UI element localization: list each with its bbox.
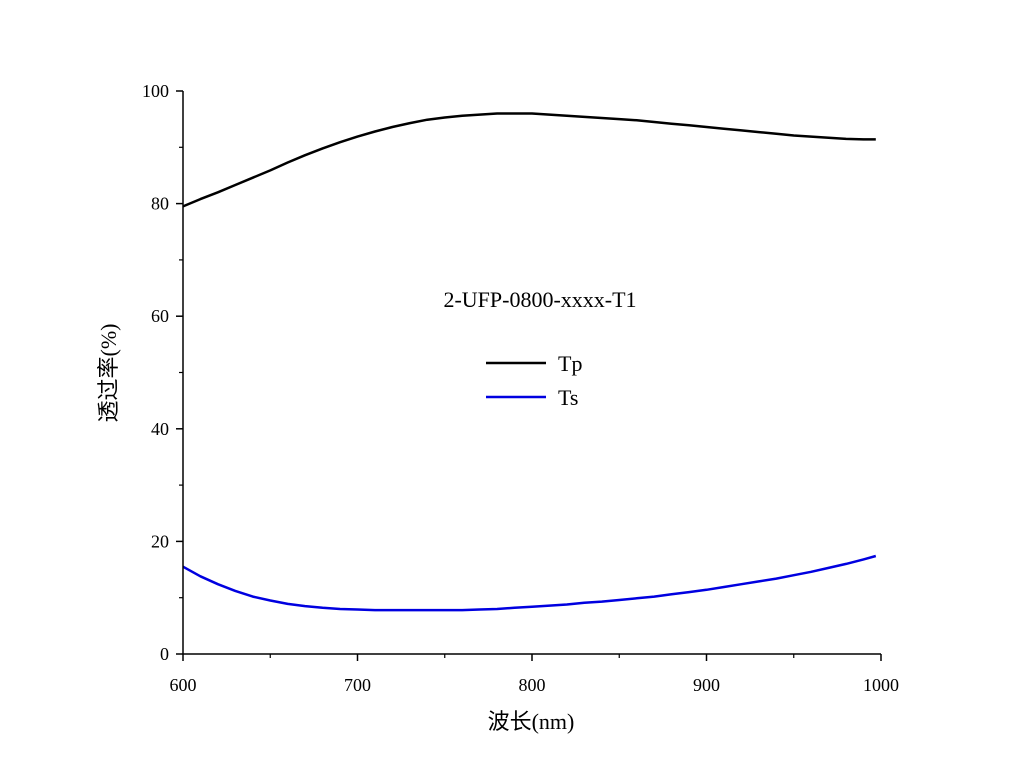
chart-annotation: 2-UFP-0800-xxxx-T1 — [443, 287, 636, 312]
x-tick-label: 900 — [693, 675, 720, 695]
y-tick-label: 100 — [142, 81, 169, 101]
legend: Tp Ts — [486, 351, 582, 410]
axes: 600 700 800 900 1000 0 20 40 60 80 100 — [142, 81, 899, 695]
x-axis-title: 波长(nm) — [488, 709, 575, 734]
plot-lines — [182, 112, 877, 612]
series-line-tp — [182, 112, 876, 208]
y-tick-label: 60 — [151, 306, 169, 326]
legend-label-ts: Ts — [558, 385, 578, 410]
x-tick-label: 1000 — [863, 675, 899, 695]
y-axis-title: 透过率(%) — [96, 324, 121, 423]
series-line-ts — [182, 554, 877, 612]
x-tick-label: 800 — [519, 675, 546, 695]
legend-label-tp: Tp — [558, 351, 582, 376]
y-tick-label: 20 — [151, 531, 169, 551]
y-tick-label: 40 — [151, 419, 169, 439]
y-tick-label: 0 — [160, 644, 169, 664]
y-tick-label: 80 — [151, 194, 169, 214]
x-tick-label: 700 — [344, 675, 371, 695]
x-tick-label: 600 — [170, 675, 197, 695]
